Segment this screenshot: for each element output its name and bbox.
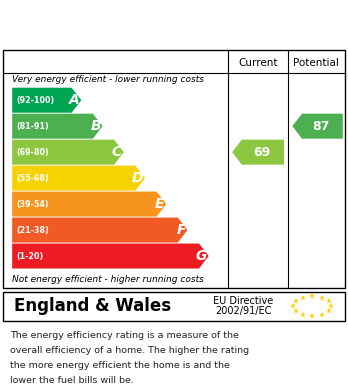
Text: the more energy efficient the home is and the: the more energy efficient the home is an… — [10, 361, 230, 370]
Polygon shape — [12, 166, 145, 191]
Text: (81-91): (81-91) — [16, 122, 49, 131]
Text: A: A — [69, 93, 80, 107]
Text: B: B — [90, 119, 101, 133]
Text: E: E — [155, 197, 165, 211]
Text: Energy Efficiency Rating: Energy Efficiency Rating — [10, 16, 220, 31]
Text: G: G — [196, 249, 207, 263]
Text: 69: 69 — [253, 146, 270, 159]
Polygon shape — [12, 244, 209, 269]
Text: lower the fuel bills will be.: lower the fuel bills will be. — [10, 376, 134, 385]
Text: EU Directive: EU Directive — [213, 296, 274, 307]
Text: (55-68): (55-68) — [16, 174, 49, 183]
Text: (69-80): (69-80) — [16, 148, 49, 157]
Text: Potential: Potential — [293, 59, 339, 68]
Text: (92-100): (92-100) — [16, 96, 55, 105]
Polygon shape — [12, 192, 166, 217]
Text: (1-20): (1-20) — [16, 251, 44, 260]
Text: England & Wales: England & Wales — [14, 297, 171, 315]
Text: The energy efficiency rating is a measure of the: The energy efficiency rating is a measur… — [10, 331, 239, 340]
Text: C: C — [112, 145, 122, 159]
Text: Not energy efficient - higher running costs: Not energy efficient - higher running co… — [12, 275, 204, 284]
Text: (21-38): (21-38) — [16, 226, 49, 235]
Text: D: D — [132, 171, 143, 185]
Polygon shape — [232, 140, 284, 165]
Text: Current: Current — [238, 59, 278, 68]
Polygon shape — [12, 88, 81, 113]
Polygon shape — [12, 140, 124, 165]
Polygon shape — [12, 217, 188, 242]
Text: (39-54): (39-54) — [16, 199, 49, 208]
Polygon shape — [292, 114, 343, 139]
Text: overall efficiency of a home. The higher the rating: overall efficiency of a home. The higher… — [10, 346, 250, 355]
Text: Very energy efficient - lower running costs: Very energy efficient - lower running co… — [12, 75, 204, 84]
Text: 2002/91/EC: 2002/91/EC — [215, 306, 272, 316]
Text: 87: 87 — [313, 120, 330, 133]
Text: F: F — [176, 223, 186, 237]
Polygon shape — [12, 114, 103, 139]
